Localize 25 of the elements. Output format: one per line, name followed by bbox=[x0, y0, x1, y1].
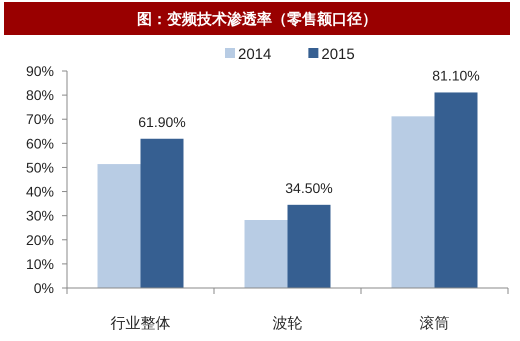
data-label: 81.10% bbox=[432, 67, 480, 84]
chart-title: 图：变频技术渗透率（零售额口径） bbox=[137, 10, 377, 28]
data-label: 61.90% bbox=[138, 114, 186, 130]
y-tick-label: 60% bbox=[26, 135, 54, 152]
legend-label: 2015 bbox=[321, 46, 355, 63]
x-tick-label: 滚筒 bbox=[420, 315, 450, 332]
bar bbox=[98, 164, 140, 288]
x-tick-label: 行业整体 bbox=[110, 315, 170, 332]
y-tick-label: 40% bbox=[26, 184, 54, 200]
legend-label: 2014 bbox=[238, 46, 272, 63]
y-tick-label: 0% bbox=[34, 280, 54, 296]
y-tick-label: 10% bbox=[26, 256, 54, 272]
bar bbox=[244, 220, 288, 288]
y-tick-label: 50% bbox=[26, 159, 54, 176]
bar bbox=[392, 116, 434, 288]
y-tick-label: 70% bbox=[26, 111, 54, 128]
bar bbox=[140, 138, 184, 288]
y-tick-label: 80% bbox=[26, 87, 54, 104]
y-tick-label: 20% bbox=[26, 232, 54, 248]
x-tick-label: 波轮 bbox=[272, 315, 302, 332]
data-label: 34.50% bbox=[285, 180, 333, 196]
bar bbox=[434, 92, 478, 288]
y-tick-label: 30% bbox=[26, 208, 54, 224]
y-tick-label: 90% bbox=[26, 63, 54, 79]
bar bbox=[288, 204, 330, 288]
